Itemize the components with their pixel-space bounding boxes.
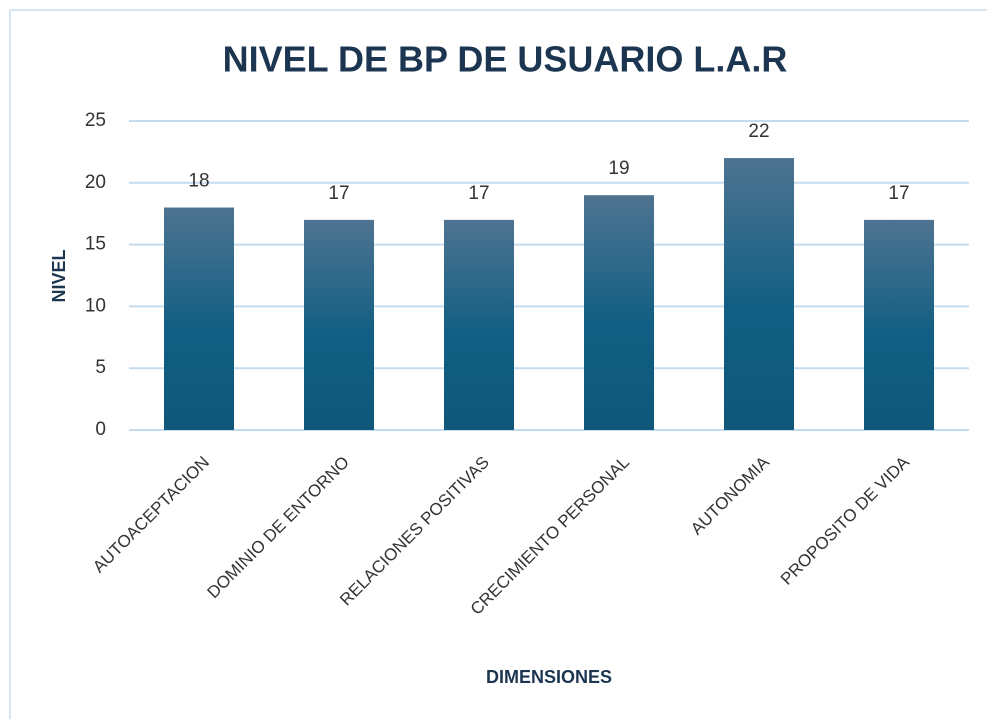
x-tick-label: CRECIMIENTO PERSONAL xyxy=(467,453,633,619)
bar xyxy=(304,219,374,430)
data-label: 18 xyxy=(188,171,209,192)
y-tick-label: 5 xyxy=(95,357,106,378)
frame xyxy=(9,9,987,719)
x-tick-label: PROPOSITO DE VIDA xyxy=(777,452,914,589)
data-label: 17 xyxy=(888,183,909,204)
bar xyxy=(724,158,794,430)
data-label: 22 xyxy=(748,121,769,142)
data-label: 19 xyxy=(608,158,629,179)
bar xyxy=(864,219,934,430)
y-tick-label: 0 xyxy=(95,419,106,440)
x-tick-label: AUTONOMIA xyxy=(687,452,773,538)
bar xyxy=(584,195,654,430)
y-tick-label: 25 xyxy=(85,110,106,131)
x-axis-label: DIMENSIONES xyxy=(486,667,612,687)
y-tick-label: 20 xyxy=(85,172,106,193)
chart-title: NIVEL DE BP DE USUARIO L.A.R xyxy=(223,39,788,80)
x-tick-label: DOMINIO DE ENTORNO xyxy=(204,453,353,602)
x-tick-label: RELACIONES POSITIVAS xyxy=(336,453,493,610)
y-tick-label: 10 xyxy=(85,295,106,316)
data-label: 17 xyxy=(468,183,489,204)
x-tick-label: AUTOACEPTACION xyxy=(89,453,213,577)
bar xyxy=(164,207,234,430)
data-label: 17 xyxy=(328,183,349,204)
bar xyxy=(444,219,514,430)
y-axis-label: NIVEL xyxy=(49,249,69,302)
y-tick-label: 15 xyxy=(85,234,106,255)
